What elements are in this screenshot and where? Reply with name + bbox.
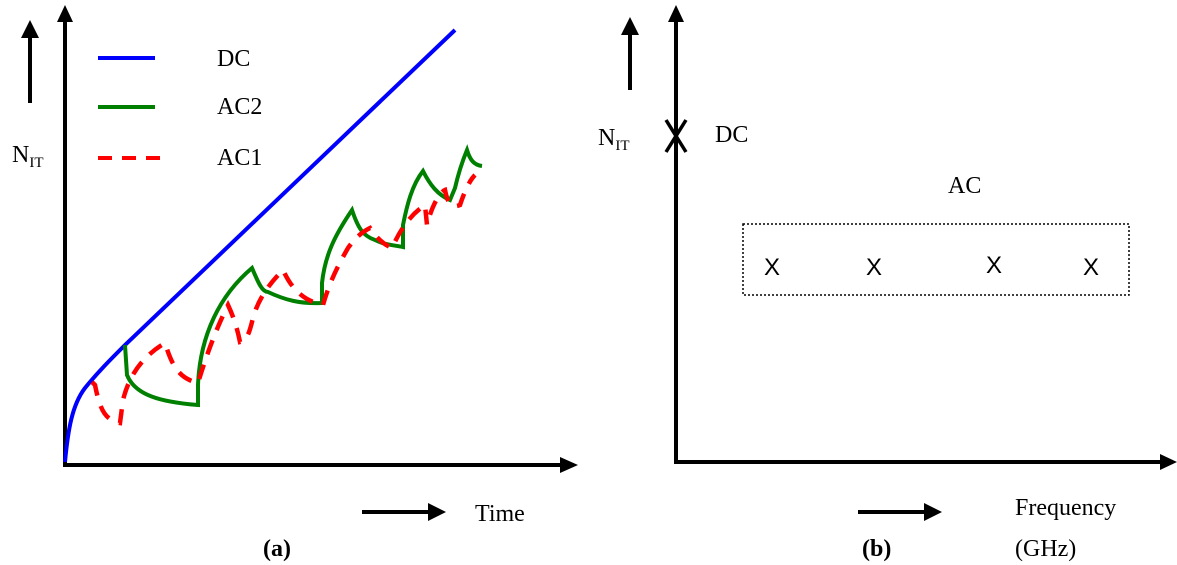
panel-b-dc-label: DC — [715, 122, 748, 148]
panel-a-y-axis-arrowhead — [57, 5, 73, 22]
panel-b-x-label-line1: Frequency — [1015, 495, 1116, 521]
legend-ac1-label: AC1 — [217, 145, 262, 171]
ac-marker-1: X — [764, 254, 780, 281]
panel-b: NIT DC AC X X X X Frequency (GHz) (b) — [598, 5, 1177, 562]
dc-curve — [63, 28, 457, 463]
panel-a-y-label: NIT — [12, 142, 44, 171]
panel-b-y-direction-arrowhead — [621, 17, 639, 35]
panel-a: NIT DC AC2 AC1 Time (a) — [12, 5, 578, 562]
panel-b-y-label: NIT — [598, 125, 630, 154]
ac1-curve — [90, 173, 477, 426]
panel-a-caption: (a) — [263, 536, 291, 562]
panel-a-y-direction-arrowhead — [21, 20, 39, 38]
legend-ac2-label: AC2 — [217, 94, 262, 120]
legend-dc-label: DC — [217, 46, 250, 72]
panel-b-ac-label: AC — [948, 173, 981, 199]
panel-b-x-axis-arrowhead — [1160, 454, 1177, 470]
ac-marker-2: X — [866, 254, 882, 281]
panel-b-y-axis-arrowhead — [668, 5, 684, 22]
ac-marker-3: X — [986, 252, 1002, 279]
time-arrowhead — [428, 503, 446, 521]
panel-b-x-label-line2: (GHz) — [1015, 536, 1076, 562]
ac-marker-4: X — [1083, 254, 1099, 281]
panel-a-x-label: Time — [475, 501, 525, 527]
panel-b-caption: (b) — [862, 536, 891, 562]
ac-group-box — [742, 223, 1130, 296]
dc-marker — [664, 119, 688, 153]
ac2-curve — [123, 144, 483, 408]
panel-a-x-axis-arrowhead — [560, 457, 578, 473]
frequency-arrowhead — [924, 503, 942, 521]
